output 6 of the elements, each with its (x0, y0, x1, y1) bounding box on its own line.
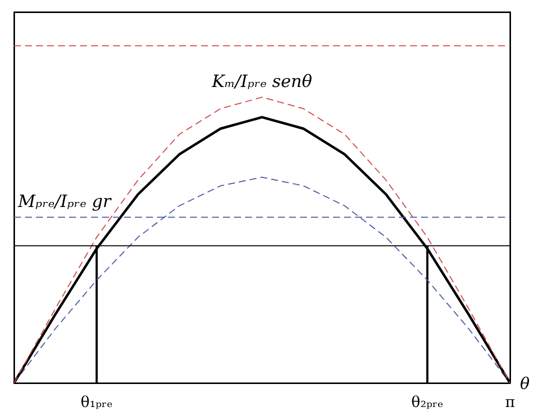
x-tick-label: θ₁ₚᵣₑ (80, 392, 113, 411)
annotation: Mₚᵣₑ/Iₚᵣₑ gr (17, 192, 112, 212)
x-tick-label: π (505, 392, 516, 411)
annotation: Kₘ/Iₚᵣₑ senθ (210, 72, 312, 92)
x-tick-label: θ₂ₚᵣₑ (411, 392, 444, 411)
x-axis-title: θ (520, 374, 530, 394)
